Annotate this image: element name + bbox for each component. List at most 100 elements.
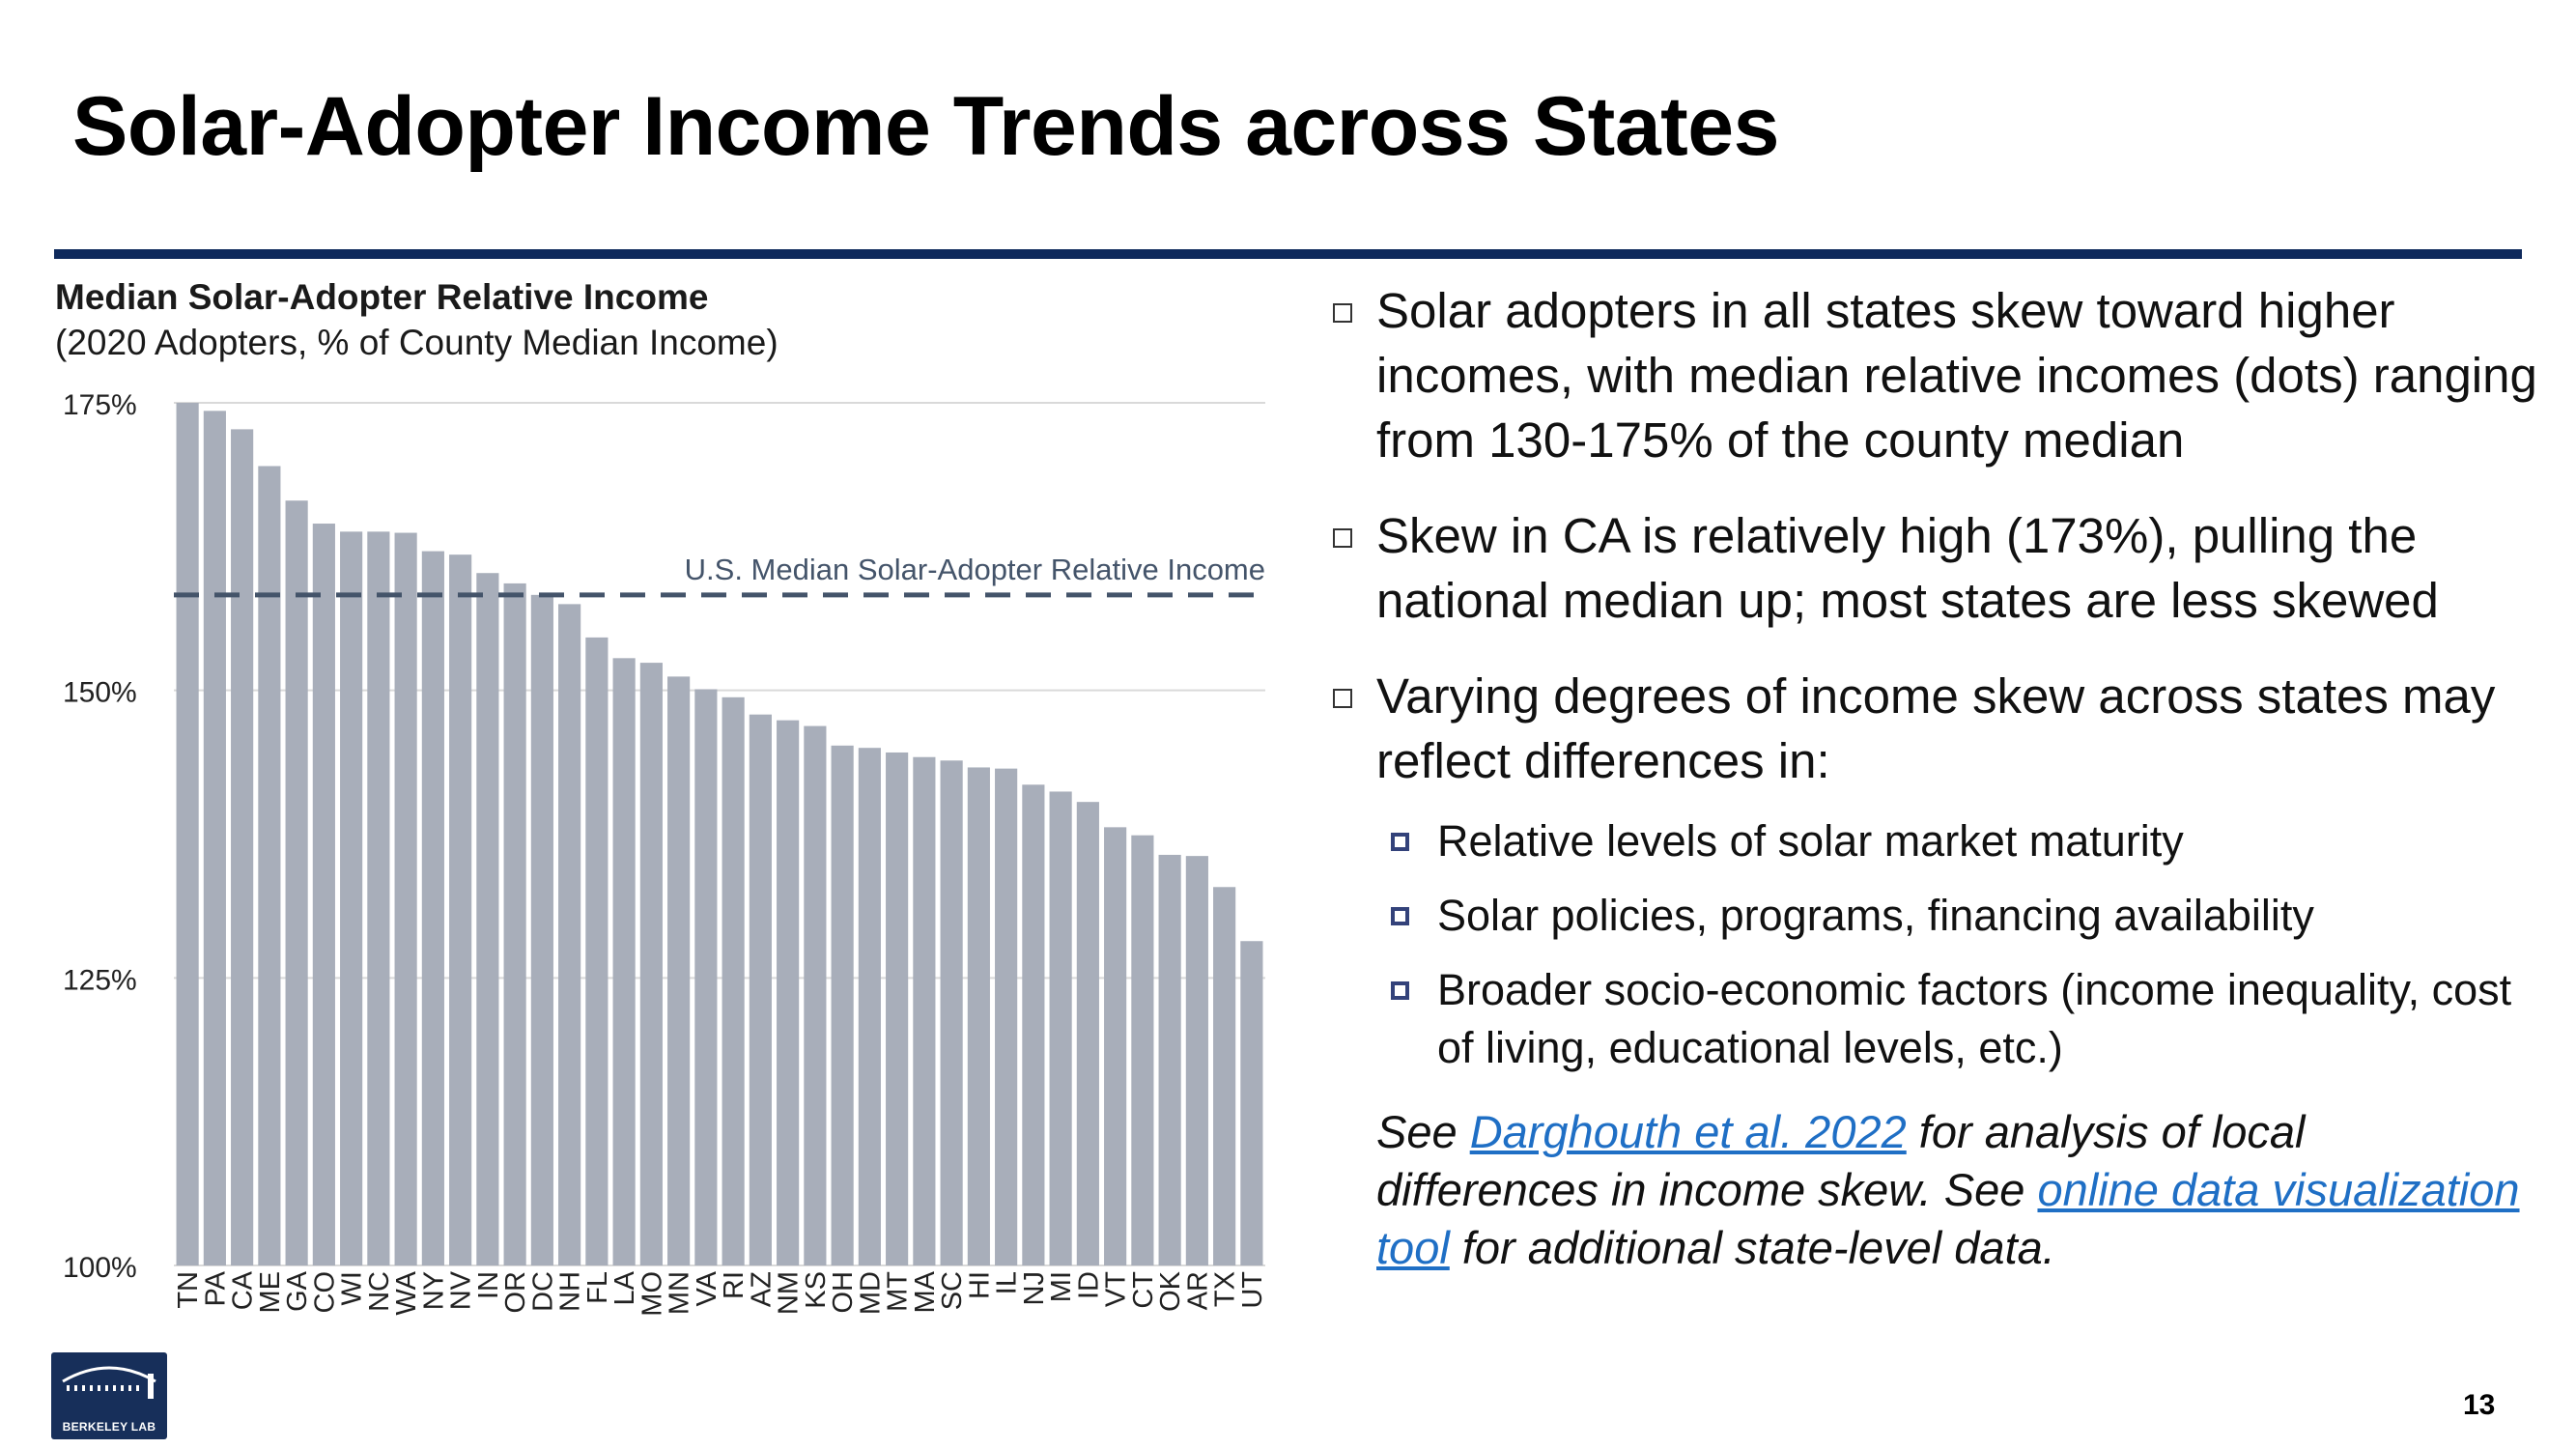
bullet-item: Skew in CA is relatively high (173%), pu…	[1333, 503, 2560, 633]
bar-ma	[913, 756, 936, 1265]
bar-ut	[1240, 941, 1263, 1265]
note-prefix: See	[1376, 1106, 1470, 1157]
y-tick-label: 125%	[63, 964, 137, 996]
bullet-item: Varying degrees of income skew across st…	[1333, 664, 2560, 793]
bar-az	[749, 714, 772, 1265]
bar-nh	[558, 604, 581, 1265]
bullet-text: Skew in CA is relatively high (173%), pu…	[1376, 508, 2439, 628]
data-visualization-tool-link[interactable]: online data visualization tool	[1376, 1164, 2520, 1273]
bar-vt	[1104, 827, 1127, 1265]
x-tick-label: NM	[774, 1271, 805, 1315]
darghouth-2022-link[interactable]: Darghouth et al. 2022	[1469, 1106, 1907, 1157]
x-tick-label: NV	[446, 1270, 477, 1310]
x-tick-label: TX	[1210, 1271, 1241, 1307]
x-tick-label: OH	[828, 1271, 859, 1314]
x-tick-label: MT	[883, 1271, 914, 1312]
bar-ga	[285, 500, 308, 1265]
bar-or	[503, 582, 526, 1265]
bar-in	[476, 573, 499, 1265]
bar-il	[995, 768, 1018, 1265]
x-tick-label: RI	[719, 1271, 750, 1299]
hollow-square-bullet-icon	[1333, 528, 1352, 548]
bar-hi	[967, 767, 990, 1265]
title-divider	[54, 249, 2522, 259]
chart-subtitle: (2020 Adopters, % of County Median Incom…	[55, 323, 778, 362]
x-tick-label: MO	[637, 1271, 667, 1317]
bar-la	[612, 658, 636, 1265]
bar-ca	[231, 429, 254, 1265]
x-tick-label: NJ	[1019, 1271, 1050, 1305]
x-tick-label: NC	[364, 1271, 395, 1312]
x-tick-label: ME	[255, 1271, 286, 1314]
x-tick-label: ID	[1073, 1271, 1104, 1299]
reference-line-label: U.S. Median Solar-Adopter Relative Incom…	[685, 553, 1265, 586]
x-tick-label: LA	[609, 1270, 640, 1305]
bar-tn	[176, 403, 199, 1265]
bar-mt	[886, 752, 909, 1265]
bar-ks	[804, 725, 827, 1265]
x-tick-label: AZ	[746, 1271, 777, 1307]
x-tick-label: NH	[555, 1271, 586, 1312]
sub-bullet-text: Relative levels of solar market maturity	[1437, 816, 2184, 866]
reference-note: See Darghouth et al. 2022 for analysis o…	[1376, 1103, 2535, 1277]
bar-co	[312, 524, 335, 1265]
x-tick-label: TN	[173, 1271, 204, 1309]
x-tick-label: CA	[228, 1270, 259, 1310]
note-suffix: for additional state-level data.	[1449, 1222, 2055, 1273]
bar-mi	[1049, 791, 1072, 1265]
bar-dc	[530, 594, 553, 1265]
logo-text: BERKELEY LAB	[62, 1420, 156, 1434]
sub-bullet-list: Relative levels of solar market maturity…	[1333, 812, 2560, 1077]
x-tick-label: FL	[582, 1271, 613, 1304]
bullet-list: Solar adopters in all states skew toward…	[1333, 278, 2560, 1100]
sub-bullet-item: Broader socio-economic factors (income i…	[1333, 961, 2560, 1077]
square-bullet-icon	[1391, 907, 1409, 925]
bar-tx	[1213, 887, 1236, 1265]
x-tick-label: UT	[1237, 1271, 1268, 1309]
x-tick-label: AR	[1182, 1271, 1213, 1310]
x-tick-label: PA	[200, 1270, 231, 1306]
x-tick-label: DC	[527, 1271, 558, 1312]
bar-wi	[340, 531, 363, 1265]
x-tick-label: CO	[309, 1271, 340, 1314]
berkeley-lab-logo: BERKELEY LAB	[51, 1352, 167, 1439]
lab-building-icon	[62, 1366, 156, 1399]
square-bullet-icon	[1391, 981, 1409, 1000]
hollow-square-bullet-icon	[1333, 689, 1352, 708]
x-tick-label: OR	[500, 1271, 531, 1314]
bar-nv	[449, 554, 472, 1265]
x-tick-label: VT	[1101, 1271, 1132, 1307]
x-tick-label: MD	[855, 1271, 886, 1315]
bar-ny	[421, 551, 444, 1265]
bar-nc	[367, 531, 390, 1265]
bullet-text: Solar adopters in all states skew toward…	[1376, 283, 2537, 468]
bar-oh	[831, 745, 854, 1265]
x-tick-label: GA	[282, 1270, 313, 1312]
sub-bullet-text: Solar policies, programs, financing avai…	[1437, 891, 2314, 940]
x-tick-label: IL	[992, 1271, 1023, 1294]
x-tick-label: HI	[964, 1271, 995, 1299]
bar-ok	[1158, 854, 1181, 1265]
page-number: 13	[2463, 1389, 2496, 1421]
square-bullet-icon	[1391, 833, 1409, 851]
x-tick-label: CT	[1128, 1271, 1159, 1309]
bar-pa	[203, 411, 226, 1265]
sub-bullet-text: Broader socio-economic factors (income i…	[1437, 965, 2512, 1072]
bar-md	[858, 748, 881, 1265]
x-tick-label: IN	[473, 1271, 504, 1299]
bar-va	[694, 689, 718, 1265]
bar-fl	[585, 637, 609, 1265]
bar-me	[258, 466, 281, 1265]
bar-nm	[777, 720, 800, 1265]
x-tick-label: SC	[937, 1271, 968, 1310]
x-tick-label: OK	[1155, 1270, 1186, 1312]
y-tick-label: 100%	[63, 1252, 137, 1284]
slide-title: Solar-Adopter Income Trends across State…	[72, 80, 1779, 173]
x-tick-label: VA	[692, 1270, 722, 1306]
x-tick-label: MI	[1046, 1271, 1077, 1302]
x-tick-label: KS	[801, 1271, 832, 1309]
x-tick-label: WA	[391, 1270, 422, 1315]
bar-nj	[1022, 784, 1045, 1265]
note-middle: for analysis of local differences in inc…	[1376, 1106, 2306, 1215]
